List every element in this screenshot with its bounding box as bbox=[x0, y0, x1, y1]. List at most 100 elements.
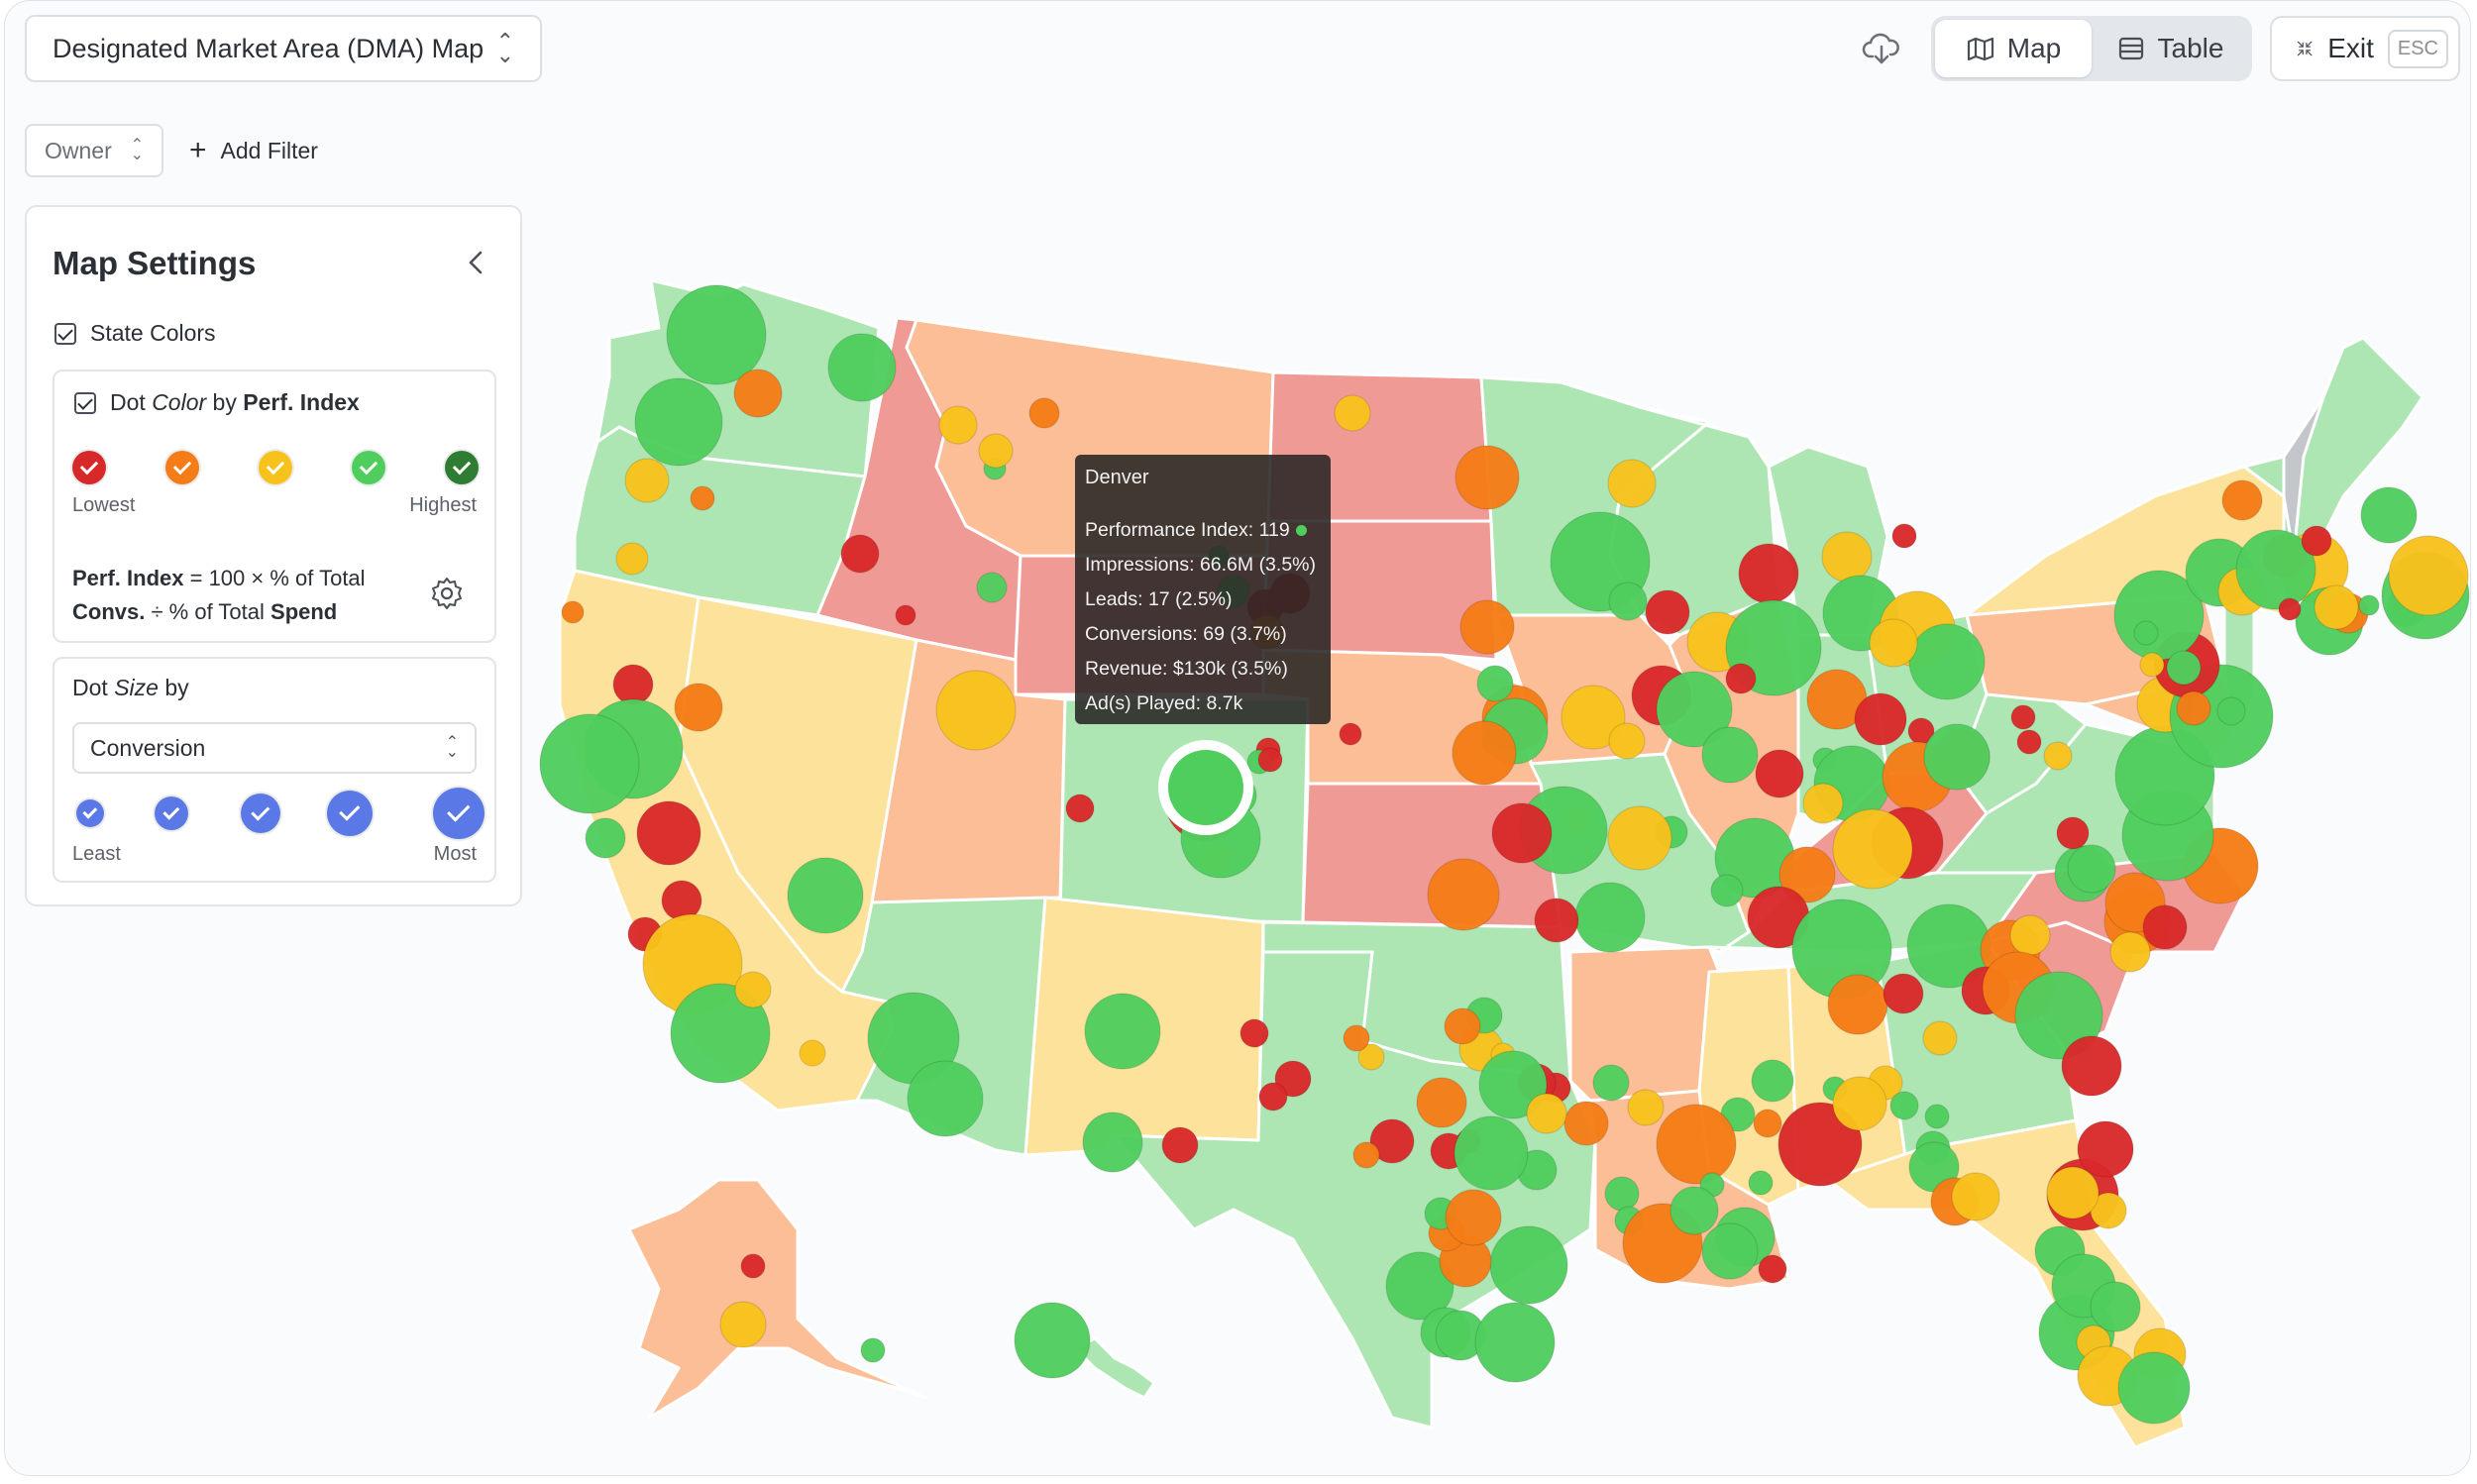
dma-dot[interactable] bbox=[978, 433, 1014, 469]
gear-icon[interactable] bbox=[429, 576, 465, 611]
dma-dot[interactable] bbox=[2360, 486, 2418, 544]
dma-dot[interactable] bbox=[666, 284, 767, 385]
dma-dot[interactable] bbox=[1574, 882, 1646, 953]
dma-dot[interactable] bbox=[1239, 1018, 1269, 1048]
dma-dot[interactable] bbox=[1758, 1254, 1787, 1284]
dma-dot[interactable] bbox=[1563, 1101, 1609, 1146]
dma-dot[interactable] bbox=[1592, 1064, 1630, 1102]
dma-dot[interactable] bbox=[1369, 1118, 1415, 1164]
dma-dot[interactable] bbox=[1474, 1302, 1556, 1383]
state-arkansas[interactable] bbox=[1568, 945, 1721, 1103]
dma-dot[interactable] bbox=[561, 600, 585, 624]
dot-color-checkbox[interactable] bbox=[74, 391, 96, 414]
dma-dot[interactable] bbox=[1339, 722, 1362, 746]
dma-dot[interactable] bbox=[1891, 523, 1917, 549]
dma-dot[interactable] bbox=[1778, 846, 1836, 903]
dma-dot[interactable] bbox=[1476, 665, 1514, 702]
dma-dot[interactable] bbox=[1478, 1050, 1548, 1119]
add-filter-button[interactable]: + Add Filter bbox=[189, 124, 318, 177]
dma-dot[interactable] bbox=[2133, 620, 2159, 646]
dma-dot[interactable] bbox=[2090, 1281, 2141, 1332]
size-scale-dot-3[interactable] bbox=[241, 794, 280, 833]
dma-dot[interactable] bbox=[1701, 726, 1759, 784]
dma-dot[interactable] bbox=[799, 1039, 826, 1067]
dma-dot[interactable] bbox=[624, 458, 670, 503]
color-scale-dot-2[interactable] bbox=[165, 451, 199, 484]
dma-dot[interactable] bbox=[539, 713, 640, 814]
dma-dot[interactable] bbox=[1725, 663, 1757, 694]
dma-dot[interactable] bbox=[1343, 1024, 1370, 1052]
color-scale-dot-3[interactable] bbox=[259, 451, 292, 484]
state-colors-toggle[interactable]: State Colors bbox=[54, 320, 216, 347]
dma-dot[interactable] bbox=[976, 572, 1008, 603]
dma-dot[interactable] bbox=[2139, 652, 2165, 678]
dma-dot[interactable] bbox=[1416, 1077, 1467, 1128]
view-select[interactable]: Designated Market Area (DMA) Map ⌃ ⌄ bbox=[25, 15, 542, 82]
dma-dot[interactable] bbox=[1802, 783, 1844, 824]
dma-dot[interactable] bbox=[860, 1337, 886, 1363]
dma-dot[interactable] bbox=[1561, 685, 1626, 750]
dma-dot[interactable] bbox=[1710, 874, 1744, 907]
dma-dot[interactable] bbox=[1357, 1043, 1385, 1071]
dma-dot[interactable] bbox=[2010, 704, 2036, 730]
dma-dot[interactable] bbox=[2067, 844, 2116, 894]
dot-color-toggle[interactable]: Dot Color by Perf. Index bbox=[74, 389, 360, 416]
dma-dot[interactable] bbox=[2016, 729, 2042, 755]
dma-dot[interactable] bbox=[733, 369, 783, 418]
exit-button[interactable]: Exit ESC bbox=[2270, 16, 2460, 81]
dma-dot[interactable] bbox=[1869, 618, 1918, 668]
dma-dot[interactable] bbox=[1028, 397, 1060, 429]
dma-dot[interactable] bbox=[1951, 1172, 2000, 1221]
dma-dot[interactable] bbox=[935, 670, 1017, 751]
dma-dot[interactable] bbox=[1161, 1126, 1199, 1164]
dma-dot[interactable] bbox=[1334, 394, 1371, 432]
dma-dot[interactable] bbox=[1924, 1104, 1950, 1129]
dma-dot[interactable] bbox=[1489, 1225, 1568, 1305]
size-scale-dot-4[interactable] bbox=[327, 791, 373, 836]
dma-dot[interactable] bbox=[1755, 749, 1804, 798]
table-tab[interactable]: Table bbox=[2092, 20, 2248, 77]
dma-dot[interactable] bbox=[2056, 816, 2090, 850]
dma-dot[interactable] bbox=[1751, 1059, 1794, 1103]
state-alaska[interactable] bbox=[627, 1178, 928, 1420]
dma-dot[interactable] bbox=[2314, 584, 2359, 630]
dma-dot[interactable] bbox=[1627, 1089, 1665, 1126]
dma-dot[interactable] bbox=[895, 604, 916, 626]
dma-dot[interactable] bbox=[2043, 741, 2073, 771]
color-scale-dot-1[interactable] bbox=[72, 451, 106, 484]
dma-dot[interactable] bbox=[840, 534, 880, 574]
dma-dot[interactable] bbox=[1608, 582, 1648, 621]
dma-dot[interactable] bbox=[2166, 650, 2202, 686]
dma-dot[interactable] bbox=[1923, 723, 1991, 791]
dma-dot[interactable] bbox=[670, 983, 771, 1084]
dma-dot[interactable] bbox=[1908, 623, 1986, 700]
dma-dot[interactable] bbox=[1738, 543, 1799, 604]
map-tab[interactable]: Map bbox=[1935, 20, 2092, 77]
dma-dot[interactable] bbox=[938, 405, 978, 445]
dma-dot[interactable] bbox=[2117, 1351, 2191, 1425]
owner-filter[interactable]: Owner ⌃ ⌄ bbox=[25, 124, 163, 177]
dma-dot[interactable] bbox=[2301, 525, 2332, 557]
size-scale-dot-2[interactable] bbox=[155, 796, 188, 830]
dma-dot[interactable] bbox=[734, 971, 772, 1008]
dma-dot[interactable] bbox=[1607, 459, 1657, 508]
dma-dot[interactable] bbox=[1491, 802, 1553, 864]
dma-dot[interactable] bbox=[1274, 1060, 1312, 1098]
dma-dot[interactable] bbox=[1445, 1189, 1502, 1246]
dma-dot[interactable] bbox=[1257, 747, 1283, 773]
dma-dot[interactable] bbox=[1459, 599, 1515, 655]
dma-dot[interactable] bbox=[1444, 1007, 1481, 1045]
dma-dot[interactable] bbox=[827, 333, 897, 402]
dma-dot[interactable] bbox=[907, 1060, 984, 1137]
dma-dot[interactable] bbox=[1014, 1302, 1091, 1379]
dma-dot[interactable] bbox=[1922, 1020, 1958, 1056]
dma-dot[interactable] bbox=[1669, 1186, 1719, 1235]
dma-dot[interactable] bbox=[719, 1301, 767, 1348]
dma-dot[interactable] bbox=[1084, 993, 1161, 1070]
dma-dot[interactable] bbox=[2046, 1166, 2100, 1219]
dma-dot[interactable] bbox=[690, 485, 715, 511]
dma-dot[interactable] bbox=[2142, 904, 2188, 950]
dma-dot[interactable] bbox=[1604, 1176, 1640, 1212]
dma-dot[interactable] bbox=[2014, 971, 2103, 1060]
dma-dot[interactable] bbox=[1454, 445, 1520, 510]
